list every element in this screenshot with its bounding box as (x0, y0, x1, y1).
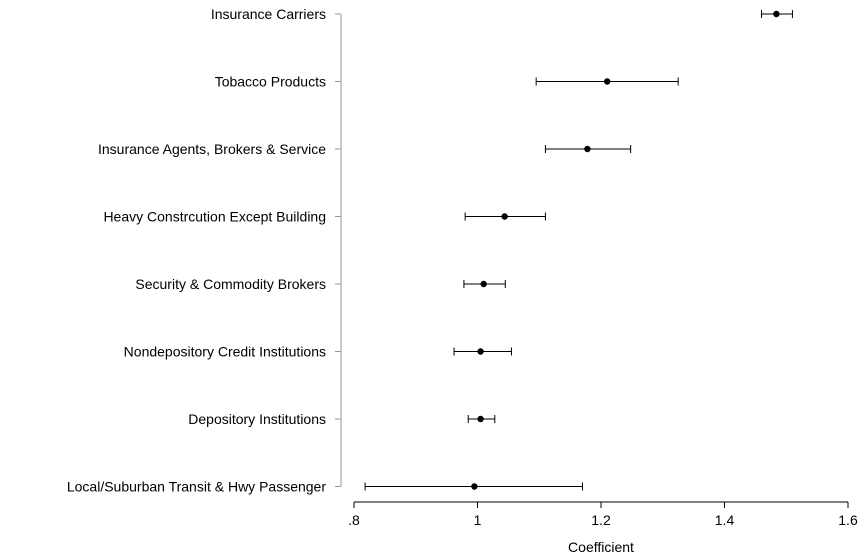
coefficient-marks (364, 10, 793, 491)
y-axis: Insurance Carriers Tobacco Products Insura… (67, 6, 342, 495)
point-estimate (477, 348, 484, 355)
x-axis: .8 1 1.2 1.4 1.6 (348, 501, 858, 528)
y-tick-label: Security & Commodity Brokers (135, 276, 326, 292)
y-tick-label: Insurance Agents, Brokers & Service (98, 141, 326, 157)
point-estimate (584, 145, 591, 153)
y-tick-label: Insurance Carriers (211, 6, 326, 22)
point-estimate (471, 483, 478, 490)
y-tick-label: Nondepository Credit Institutions (124, 344, 326, 360)
point-estimate (501, 213, 508, 220)
point-estimate (477, 415, 484, 423)
y-tick-label: Tobacco Products (215, 74, 326, 90)
x-axis-title: Coefficient (568, 539, 634, 555)
y-tick-label: Depository Institutions (188, 411, 326, 427)
point-estimate (603, 78, 611, 85)
point-estimate (773, 10, 780, 18)
x-tick-label: 1.6 (838, 512, 858, 528)
point-estimate (480, 280, 487, 288)
x-tick-label: 1 (474, 512, 482, 528)
y-tick-label: Heavy Constrcution Except Building (103, 209, 326, 225)
y-tick-label: Local/Suburban Transit & Hwy Passenger (67, 479, 326, 495)
x-tick-label: .8 (348, 512, 360, 528)
x-tick-label: 1.2 (591, 512, 611, 528)
x-tick-label: 1.4 (715, 512, 735, 528)
